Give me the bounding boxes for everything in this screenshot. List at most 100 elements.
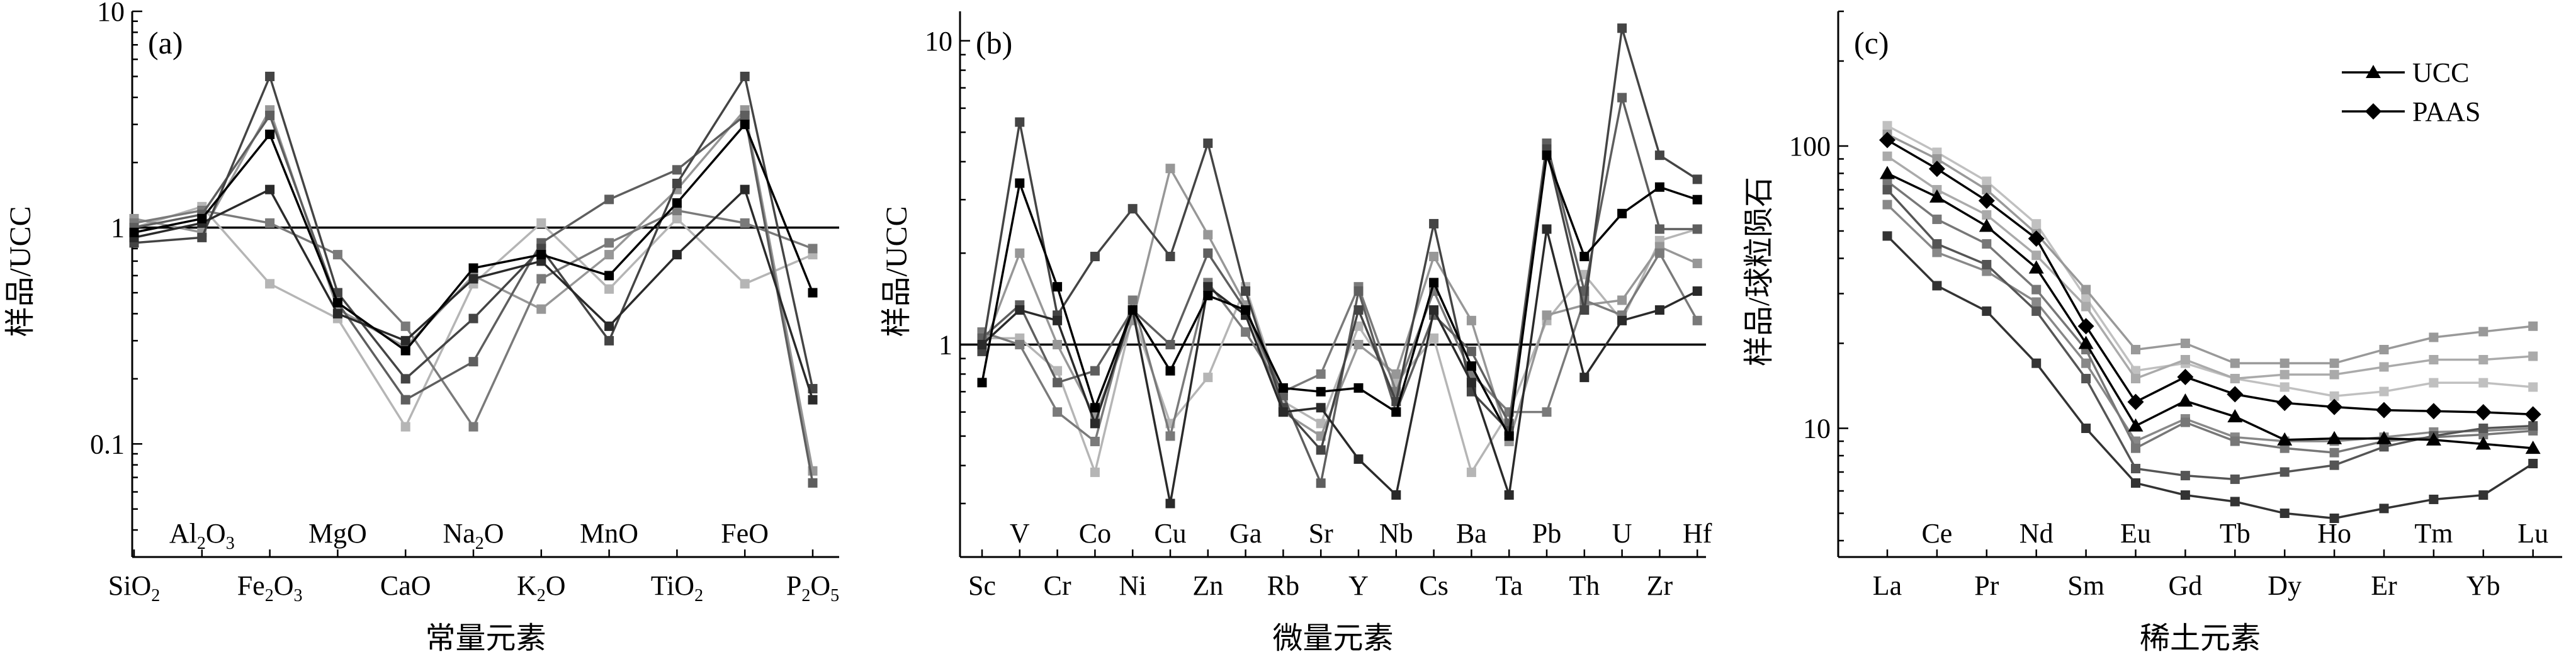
data-point-0-5 [468,263,478,273]
panel-label: (b) [976,25,1012,60]
x-label-Ce-base: Ce [1921,518,1952,549]
data-point-2-1 [197,232,207,242]
data-point-2-19 [1692,174,1702,184]
data-point-1-0 [1879,132,1895,149]
data-point-4-3 [332,250,342,260]
data-point-0-11 [2426,432,2441,446]
x-label-Nb-base: Nb [1379,518,1413,549]
x-label-Eu: Eu [2120,518,2151,549]
chart-panel-2: 100 10 La Pr Sm Gd Dy Er Yb Ce Nd Eu Tb Ho Tm Lu (c) 稀土元素… [1743,10,2562,655]
data-point-6-3 [1090,467,1100,477]
data-point-6-2 [1053,366,1063,376]
data-point-5-13 [1466,315,1476,325]
data-point-3-10 [2379,442,2389,452]
y-tick-label: 10 [1803,414,1831,444]
x-label-Nd-base: Nd [2020,518,2053,549]
x-label-Tm: Tm [2414,518,2453,549]
series-line-6 [1887,155,2533,380]
data-point-0-15 [1542,150,1552,160]
x-label-Cu: Cu [1154,518,1186,549]
data-point-6-12 [2478,355,2488,365]
data-point-6-5 [2131,374,2140,384]
data-point-4-5 [2131,443,2140,453]
data-point-0-0 [977,378,987,388]
panel-label: (c) [1854,25,1889,60]
x-label-La: La [1873,570,1902,601]
series-line-2 [1886,235,2534,520]
x-label-Y-base: Y [1348,570,1369,601]
data-point-6-6 [2180,355,2190,365]
data-point-2-2 [1982,306,1992,316]
data-point-8-1 [1932,247,1942,257]
data-point-2-17 [1617,23,1627,33]
x-label-Ga: Ga [1229,518,1262,549]
data-point-6-9 [740,279,750,289]
data-point-0-9 [740,120,750,130]
data-point-1-11 [1391,490,1401,500]
data-point-7-4 [2081,293,2091,303]
data-point-2-10 [1353,305,1364,315]
x-label-Zn: Zn [1192,570,1223,601]
data-point-3-5 [468,357,478,367]
x-label-Y: Y [1348,570,1369,601]
data-point-1-5 [1165,498,1175,509]
data-point-1-18 [1654,305,1664,315]
x-label-Tb-base: Tb [2220,518,2251,549]
data-point-1-4 [400,335,410,346]
data-point-7-12 [2478,378,2488,388]
data-point-7-10 [2379,386,2389,397]
data-point-3-8 [2279,467,2290,477]
x-label-P2O5-base2: O [810,570,830,601]
x-label-U: U [1612,518,1632,549]
data-point-4-19 [1692,315,1702,325]
data-point-0-4 [400,346,410,356]
data-point-1-10 [1353,454,1364,464]
x-label-FeO: FeO [721,518,769,549]
x-label-TiO2: TiO2 [651,570,703,605]
data-point-0-12 [2475,436,2491,450]
data-point-1-11 [2425,403,2442,420]
data-point-0-7 [1241,305,1251,315]
data-point-2-12 [1429,218,1439,228]
data-point-1-17 [1617,315,1627,325]
x-label-Sm: Sm [2067,570,2104,601]
data-point-0-8 [2277,432,2293,446]
data-point-0-5 [1165,366,1175,376]
data-point-3-5 [2131,463,2140,473]
x-label-Cu-base: Cu [1154,518,1186,549]
data-point-2-9 [1316,445,1326,455]
x-label-SiO2-sub: 2 [151,586,160,605]
data-point-7-0 [1882,121,1892,131]
data-point-1-16 [1579,373,1590,383]
data-point-1-2 [1978,192,1995,209]
data-point-2-11 [2429,494,2439,504]
x-label-Pr: Pr [1974,570,1999,601]
x-label-Na2O-base: Na [443,518,475,549]
data-point-1-9 [2326,398,2343,415]
data-point-3-2 [1982,259,1992,269]
data-point-0-8 [1278,383,1288,393]
x-label-Rb-base: Rb [1267,570,1299,601]
data-point-3-7 [604,194,614,205]
data-point-3-13 [1466,346,1476,356]
panel-label: (a) [148,25,183,60]
x-label-Ce: Ce [1921,518,1952,549]
data-point-7-8 [2279,382,2290,392]
data-point-1-8 [672,250,682,260]
data-point-5-17 [1617,295,1627,305]
data-point-6-11 [2429,355,2439,365]
data-point-4-15 [1542,407,1552,417]
data-point-5-11 [2429,332,2439,342]
data-point-3-3 [2031,306,2042,316]
series-line-3 [981,97,1698,487]
data-point-6-4 [2081,301,2091,312]
data-point-1-3 [1090,419,1100,429]
x-label-Hf: Hf [1683,518,1712,549]
x-label-P2O5: P2O5 [786,570,839,605]
data-point-0-10 [808,288,818,298]
x-label-Sr: Sr [1309,518,1333,549]
x-label-Nb: Nb [1379,518,1413,549]
data-point-6-13 [1466,467,1476,477]
data-point-3-13 [2528,421,2538,431]
series-line-7 [1887,125,2533,398]
